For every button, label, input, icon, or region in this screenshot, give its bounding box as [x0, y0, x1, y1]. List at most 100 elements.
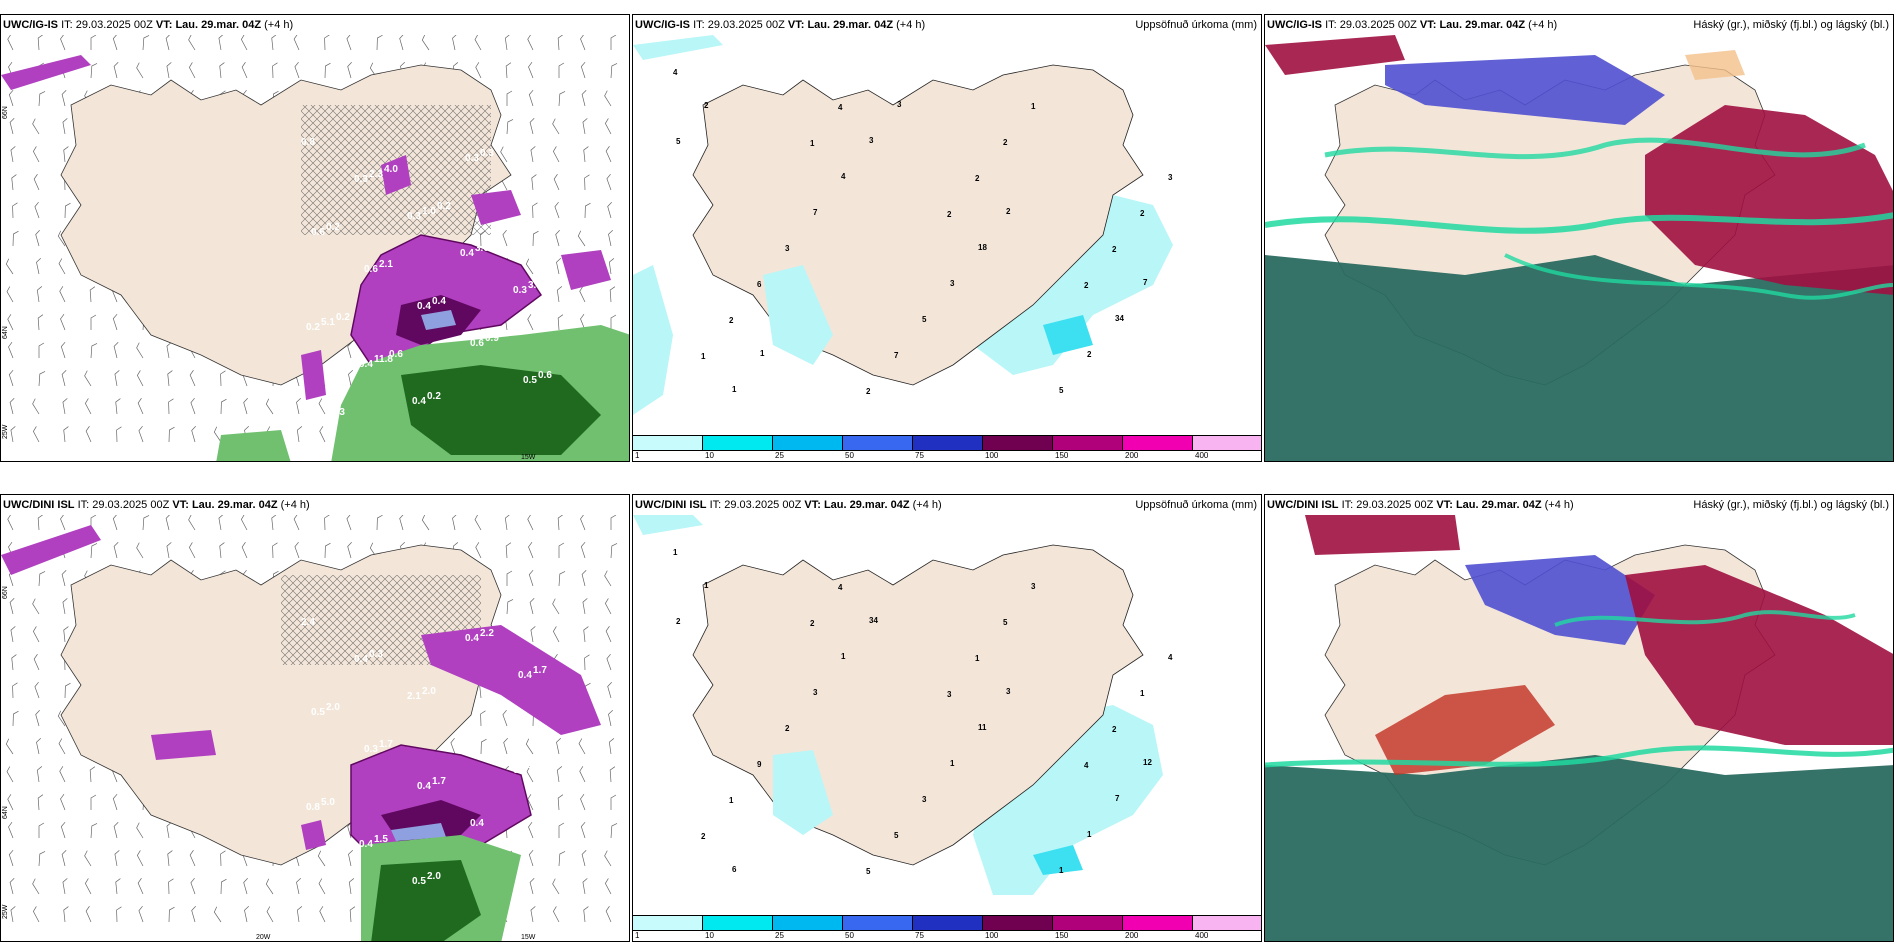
map-value-label: 2.3 [369, 169, 383, 180]
wind-barb [610, 35, 617, 50]
wind-barb [112, 793, 118, 811]
map-value-label: 2.2 [480, 628, 494, 639]
wind-barb [558, 822, 565, 838]
wind-barb [36, 766, 43, 783]
colorbar-tick-label: 25 [775, 451, 784, 460]
map-value-label: 4.0 [384, 164, 398, 175]
precip-light-strip [633, 35, 723, 60]
wind-barb [324, 62, 331, 79]
map-value-label: 2 [1112, 245, 1117, 254]
panel-header: UWC/DINI ISL IT: 29.03.2025 00Z VT: Lau.… [1, 495, 629, 515]
colorbar-tick-label: 10 [705, 931, 714, 940]
wind-barb [580, 541, 586, 559]
wind-barb [32, 878, 40, 895]
lead-time: (+4 h) [912, 499, 942, 511]
wind-barb [84, 398, 92, 415]
map-value-label: 3 [1168, 173, 1173, 182]
map-value-label: 1 [1059, 866, 1064, 875]
wind-barb [36, 286, 43, 303]
wind-barb [530, 146, 536, 163]
wind-barb [12, 202, 18, 219]
colorbar-tick-label: 100 [985, 931, 999, 940]
wind-barb [34, 681, 40, 699]
wind-barb [188, 35, 196, 51]
cloud-mid-area [1385, 55, 1665, 125]
map-value-label: 4 [838, 103, 843, 112]
map-value-label: 4 [673, 68, 678, 77]
colorbar-swatch [1053, 916, 1123, 930]
wind-barb [62, 878, 68, 895]
map-value-label: 2 [1140, 209, 1145, 218]
wind-barb [63, 426, 69, 443]
wind-barb [474, 35, 482, 51]
map-value-label: 1.7 [533, 665, 547, 676]
wind-barb [577, 230, 586, 247]
wind-barb [527, 35, 534, 51]
wind-barb [552, 878, 560, 895]
lat-label-64: 64N [2, 326, 9, 339]
map-value-label: 2 [1112, 725, 1117, 734]
precip-mid-core [1033, 845, 1083, 875]
wind-barb [220, 398, 227, 415]
wind-barb [527, 314, 534, 331]
wind-barb [218, 515, 224, 531]
map-value-label: 4 [838, 583, 843, 592]
wind-barb [293, 515, 300, 531]
lead-time: (+4 h) [1528, 19, 1558, 31]
snow-small-1 [1, 525, 101, 575]
field-title: Háský (gr.), miðský (fj.bl.) og lágský (… [1693, 499, 1889, 511]
wind-barb [219, 62, 225, 79]
map-value-label: 0.2 [427, 391, 441, 402]
wind-barb [58, 738, 66, 755]
map-value-label: 0.4 [417, 781, 431, 792]
wind-barb [90, 343, 98, 359]
map-value-label: 5.1 [321, 317, 335, 328]
wind-barb [63, 626, 69, 643]
wind-barb [116, 426, 122, 443]
wind-barb [556, 286, 563, 303]
wind-barb [166, 62, 172, 79]
wind-barb [219, 542, 225, 559]
colorbar-tick-label: 400 [1195, 931, 1209, 940]
map-value-label: 0.4 [412, 396, 426, 407]
vt-value: Lau. 29.mar. 04Z [1455, 499, 1542, 511]
wind-barb [294, 541, 300, 559]
wind-barb [348, 370, 354, 387]
wind-barb [583, 146, 589, 163]
map-value-label: 2.4 [316, 412, 330, 423]
snow-small-3 [301, 350, 326, 400]
wind-barb [604, 570, 612, 587]
cloud-high-west [1375, 685, 1555, 775]
wind-barb [529, 117, 535, 135]
panel-top-wind: UWC/IG-IS IT: 29.03.2025 00Z VT: Lau. 29… [0, 14, 630, 462]
map-value-label: 1 [729, 796, 734, 805]
wind-barb [504, 515, 511, 531]
cloud-low-band [1265, 212, 1893, 234]
map-value-label: 1 [975, 654, 980, 663]
map-value-label: 1.5 [374, 834, 388, 845]
wind-barb [266, 906, 274, 923]
precip-colorbar: 1 10 25 50 75 100 150 200 400 [633, 913, 1261, 941]
wind-barb [188, 515, 196, 531]
wind-barb [608, 230, 614, 247]
panel-top-cloud: UWC/IG-IS IT: 29.03.2025 00Z VT: Lau. 29… [1264, 14, 1894, 462]
wind-barb [580, 61, 586, 79]
wind-barb [63, 906, 69, 923]
wind-barb [525, 258, 534, 275]
map-value-label: 3 [869, 136, 874, 145]
wind-barb [188, 62, 196, 79]
colorbar-tick-label: 75 [915, 451, 924, 460]
wind-barb [605, 906, 612, 923]
wind-barb [578, 738, 586, 755]
map-value-label: 1 [1140, 689, 1145, 698]
lead-time: (+4 h) [264, 19, 294, 31]
wind-barb [61, 849, 67, 867]
wind-barb [502, 229, 508, 247]
colorbar-swatch [773, 916, 843, 930]
wind-barb [11, 654, 17, 671]
wind-barb [582, 118, 588, 135]
wind-barb [37, 35, 44, 51]
wind-barb [57, 230, 66, 247]
map-value-label: 5 [894, 831, 899, 840]
